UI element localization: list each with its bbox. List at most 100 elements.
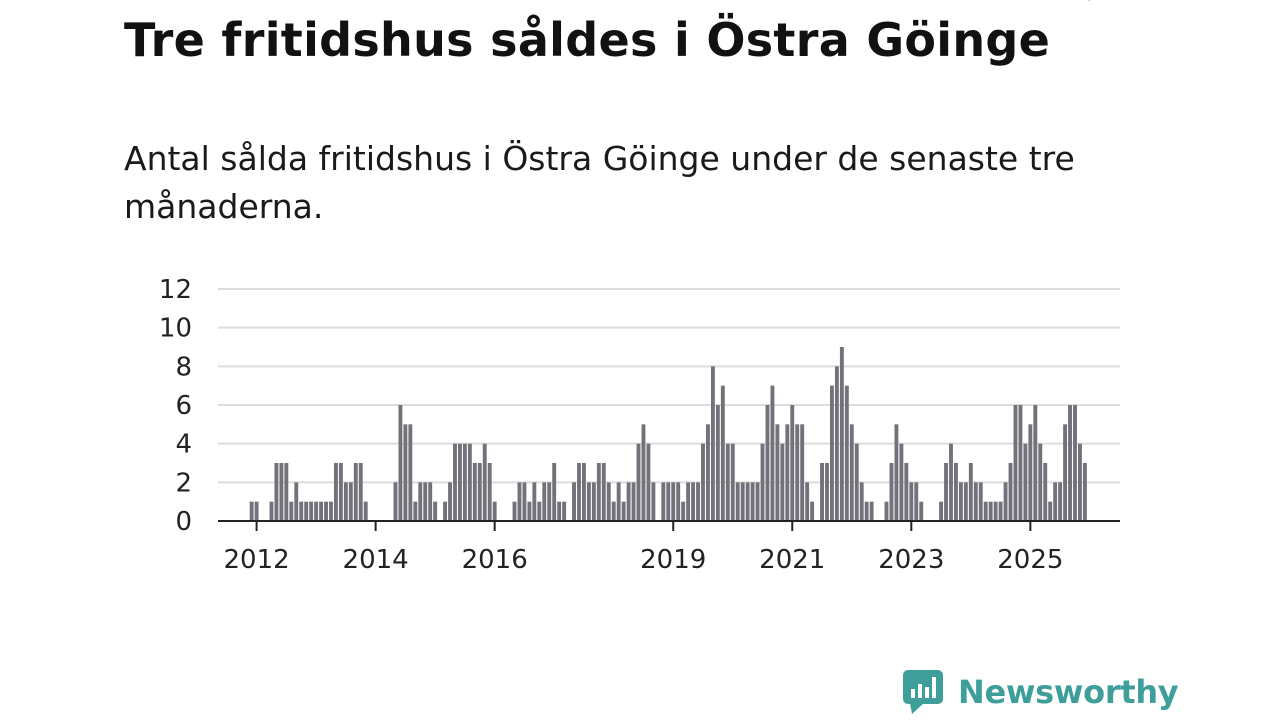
bar (760, 443, 765, 521)
bar (949, 443, 953, 521)
bar (988, 501, 993, 521)
bar (492, 501, 497, 521)
bar (601, 463, 606, 521)
bar (805, 482, 810, 521)
bar (1003, 482, 1008, 521)
y-axis-labels: 0 2 4 6 8 10 12 (159, 275, 192, 537)
bar (537, 501, 542, 521)
bar (899, 443, 904, 521)
bar (572, 482, 576, 521)
bar (735, 482, 740, 521)
bar (358, 463, 363, 521)
bar (775, 424, 780, 521)
bar (289, 501, 294, 521)
bars (249, 347, 1087, 521)
x-tick-label: 2016 (462, 545, 528, 575)
bar (651, 482, 656, 521)
bar (894, 424, 899, 521)
bar (453, 443, 457, 521)
bar (998, 501, 1003, 521)
bar (482, 443, 487, 521)
bar (527, 501, 532, 521)
newsworthy-logo-icon (903, 670, 943, 714)
bar (785, 424, 790, 521)
x-tick-label: 2014 (343, 545, 409, 575)
x-tick-label: 2012 (224, 545, 290, 575)
data-label-background (1077, 0, 1102, 12)
y-tick-label: 4 (175, 430, 192, 460)
bar (869, 501, 874, 521)
bar (279, 463, 284, 521)
bar (577, 463, 581, 521)
bar (353, 463, 358, 521)
bar (547, 482, 552, 521)
bar (1053, 482, 1058, 521)
bar (314, 501, 319, 521)
bar (780, 443, 785, 521)
bar (740, 482, 745, 521)
bar (428, 482, 433, 521)
bar (973, 482, 978, 521)
bar (706, 424, 710, 521)
bar (755, 482, 760, 521)
bar (324, 501, 328, 521)
bar (418, 482, 423, 521)
chart-title: Tre fritidshus såldes i Östra Göinge (124, 13, 1051, 67)
bar (557, 501, 562, 521)
bar (1008, 463, 1013, 521)
bar (596, 463, 601, 521)
bar (448, 482, 452, 521)
bar (472, 463, 477, 521)
bar (1043, 463, 1048, 521)
y-tick-label: 0 (175, 507, 192, 537)
bar (329, 501, 333, 521)
bar (725, 443, 730, 521)
bar (909, 482, 914, 521)
newsworthy-logo[interactable]: Newsworthy (902, 670, 1179, 714)
x-tick-label: 2023 (878, 545, 944, 575)
bar (636, 443, 641, 521)
bar (978, 482, 983, 521)
bar (884, 501, 889, 521)
bar (939, 501, 944, 521)
bar (686, 482, 691, 521)
bar (666, 482, 671, 521)
brand-name: Newsworthy (958, 673, 1179, 711)
bar (413, 501, 418, 521)
bar (269, 501, 274, 521)
bar (944, 463, 948, 521)
bar (1073, 405, 1077, 521)
bar (274, 463, 279, 521)
bar (750, 482, 755, 521)
bar (710, 366, 715, 521)
bar (517, 482, 522, 521)
bar (745, 482, 750, 521)
bar (462, 443, 467, 521)
bar-chart: 0 2 4 6 8 10 12 2012 2014 2016 2019 2021 2023 2025 3 (159, 0, 1120, 575)
bar (1058, 482, 1063, 521)
bar (1013, 405, 1018, 521)
bar (398, 405, 403, 521)
bar (1082, 463, 1087, 521)
bar (889, 463, 894, 521)
bar (348, 482, 353, 521)
bar (433, 501, 438, 521)
bar (532, 482, 537, 521)
bar (839, 347, 844, 521)
data-label: 3 (1083, 0, 1097, 6)
x-tick-label: 2025 (997, 545, 1063, 575)
bar (363, 501, 368, 521)
bar (854, 443, 859, 521)
bar (1033, 405, 1038, 521)
bar (904, 463, 909, 521)
bar (467, 443, 472, 521)
y-tick-label: 6 (175, 391, 192, 421)
bar (606, 482, 611, 521)
y-tick-label: 12 (159, 275, 192, 305)
bar (701, 443, 705, 521)
bar (562, 501, 567, 521)
bar (304, 501, 309, 521)
bar (730, 443, 735, 521)
bar (458, 443, 462, 521)
bar (795, 424, 800, 521)
